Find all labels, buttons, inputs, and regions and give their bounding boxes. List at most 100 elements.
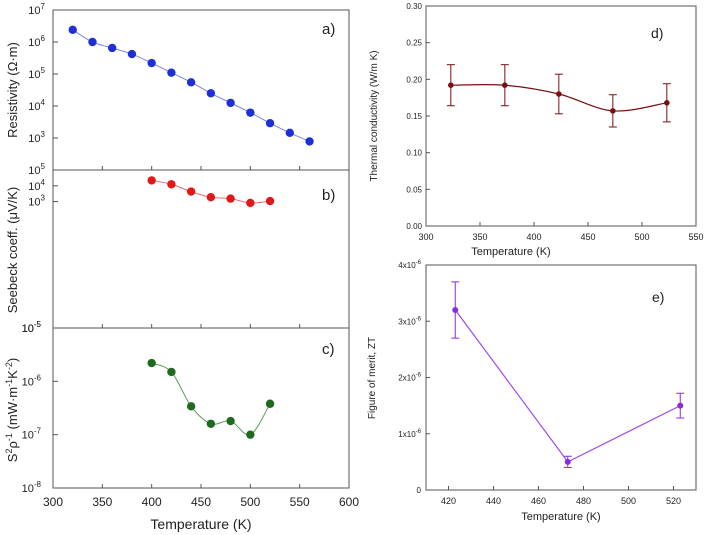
a-point-7 [206, 89, 216, 98]
e-line [454, 309, 681, 463]
panel-b-series [147, 176, 275, 208]
a-point-6 [186, 78, 196, 87]
d-xtick-label-5: 550 [688, 232, 703, 242]
b-point-1 [167, 180, 176, 189]
e-ytick-label-0: 0 [417, 486, 422, 495]
d-ytick-label-1: 0.05 [406, 185, 422, 194]
c-xtick-label-5: 550 [290, 495, 310, 509]
b-point-0 [147, 176, 156, 185]
panel-e-figure-of-merit: e) Figure of merit, ZT Temperature (K) 0… [367, 260, 697, 523]
d-ytick-label-4: 0.20 [406, 75, 422, 84]
panel-c-power-factor: c) S2ρ-1 (mW·m-1K-2) 10-8 10-7 10-6 10-5 30… [4, 320, 359, 532]
a-ytick-label-1: 104 [28, 98, 45, 113]
b-ytick-label-1: 103 [28, 194, 45, 209]
c-ytick-label-3: 10-5 [22, 320, 42, 335]
c-ytick-label-0: 10-8 [22, 480, 42, 495]
panel-d-ylabel: Thermal conductivity (W/m K) [369, 50, 380, 181]
panel-c-series [147, 358, 275, 439]
e-ytick-label-3: 3x10-6 [398, 316, 421, 326]
c-point-0 [147, 358, 156, 368]
b-point-4 [226, 194, 235, 203]
e-ytick-label-1: 1x10-6 [398, 429, 421, 439]
panel-c-y-axis: 10-8 10-7 10-6 10-5 [22, 320, 350, 495]
panel-a-y-axis: 103 104 105 106 107 [28, 2, 350, 170]
d-point-0 [448, 82, 454, 88]
panel-e-label: e) [652, 289, 664, 305]
c-xtick-label-6: 600 [339, 495, 359, 509]
e-point-2 [677, 402, 684, 409]
d-xtick-label-2: 400 [526, 232, 541, 242]
a-point-3 [127, 49, 137, 59]
b-ytick-label-3: 105 [28, 162, 45, 177]
b-point-5 [246, 198, 255, 208]
e-xtick-label-0: 420 [441, 496, 456, 506]
d-ytick-label-6: 0.30 [406, 2, 422, 11]
d-xtick-label-1: 350 [472, 232, 487, 242]
b-ytick-label-2: 104 [28, 178, 45, 193]
e-point-1 [564, 458, 571, 465]
c-point-3 [206, 419, 216, 428]
c-point-4 [226, 416, 235, 426]
c-ytick-label-2: 10-6 [22, 373, 42, 388]
panel-d-x-axis: 300 350 400 450 500 550 [418, 222, 704, 242]
c-point-1 [167, 367, 176, 377]
e-xtick-label-2: 460 [531, 496, 546, 506]
a-point-9 [246, 108, 255, 117]
panel-d-series [446, 64, 671, 128]
d-ytick-label-3: 0.15 [406, 112, 422, 121]
d-xtick-label-4: 500 [634, 232, 649, 242]
a-ytick-label-4: 107 [28, 2, 45, 17]
panel-e-x-axis: 420 440 460 480 500 520 [441, 486, 681, 506]
d-point-2 [556, 91, 562, 97]
panel-d-xlabel: Temperature (K) [471, 246, 550, 258]
panel-e-ylabel: Figure of merit, ZT [367, 337, 378, 419]
d-ytick-label-5: 0.25 [406, 39, 422, 48]
panel-e-series [451, 281, 685, 468]
panel-d-thermal-conductivity: d) Thermal conductivity (W/m K) Temperat… [369, 2, 704, 258]
d-xtick-label-3: 450 [580, 232, 595, 242]
panel-c-xlabel: Temperature (K) [150, 516, 251, 532]
panel-c-frame [52, 327, 350, 489]
b-ytick-label-0: 10-5 [22, 320, 42, 335]
c-point-5 [246, 430, 255, 439]
a-point-10 [265, 119, 275, 128]
d-ytick-label-2: 0.10 [406, 149, 422, 158]
panel-e-y-axis: 0 1x10-6 2x10-6 3x10-6 4x10-6 [398, 260, 430, 495]
e-ytick-label-2: 2x10-6 [398, 373, 421, 383]
d-ytick-label-0: 0.00 [406, 222, 422, 231]
d-point-1 [502, 82, 508, 88]
a-ytick-label-0: 103 [28, 130, 45, 145]
panel-c-label: c) [322, 341, 335, 358]
c-xtick-label-1: 350 [92, 495, 112, 509]
panel-b-frame [52, 169, 350, 329]
panel-b-label: b) [322, 187, 335, 204]
c-point-6 [265, 399, 275, 408]
b-point-2 [186, 187, 196, 196]
panel-c-ylabel: S2ρ-1 (mW·m-1K-2) [4, 358, 20, 462]
a-point-0 [68, 25, 77, 35]
panel-d-y-axis: 0.00 0.05 0.10 0.15 0.20 0.25 0.30 [406, 2, 430, 231]
a-point-2 [108, 43, 117, 53]
b-point-6 [265, 196, 275, 206]
panel-c-x-axis: 300 350 400 450 500 550 600 [43, 495, 359, 509]
panel-a-label: a) [322, 21, 335, 38]
e-ytick-label-4: 4x10-6 [398, 260, 421, 270]
e-xtick-label-5: 520 [666, 496, 681, 506]
a-point-12 [305, 137, 314, 146]
e-point-0 [452, 307, 459, 313]
panel-e-xlabel: Temperature (K) [521, 511, 600, 523]
a-point-1 [88, 37, 97, 47]
a-point-4 [147, 58, 156, 68]
c-xtick-label-4: 500 [240, 495, 260, 509]
c-xtick-label-2: 400 [142, 495, 162, 509]
d-xtick-label-0: 300 [418, 232, 433, 242]
c-xtick-label-3: 450 [191, 495, 211, 509]
a-point-8 [226, 98, 235, 108]
e-xtick-label-1: 440 [486, 496, 501, 506]
a-ytick-label-3: 106 [28, 34, 45, 49]
b-point-3 [206, 192, 216, 202]
d-point-4 [664, 100, 670, 106]
